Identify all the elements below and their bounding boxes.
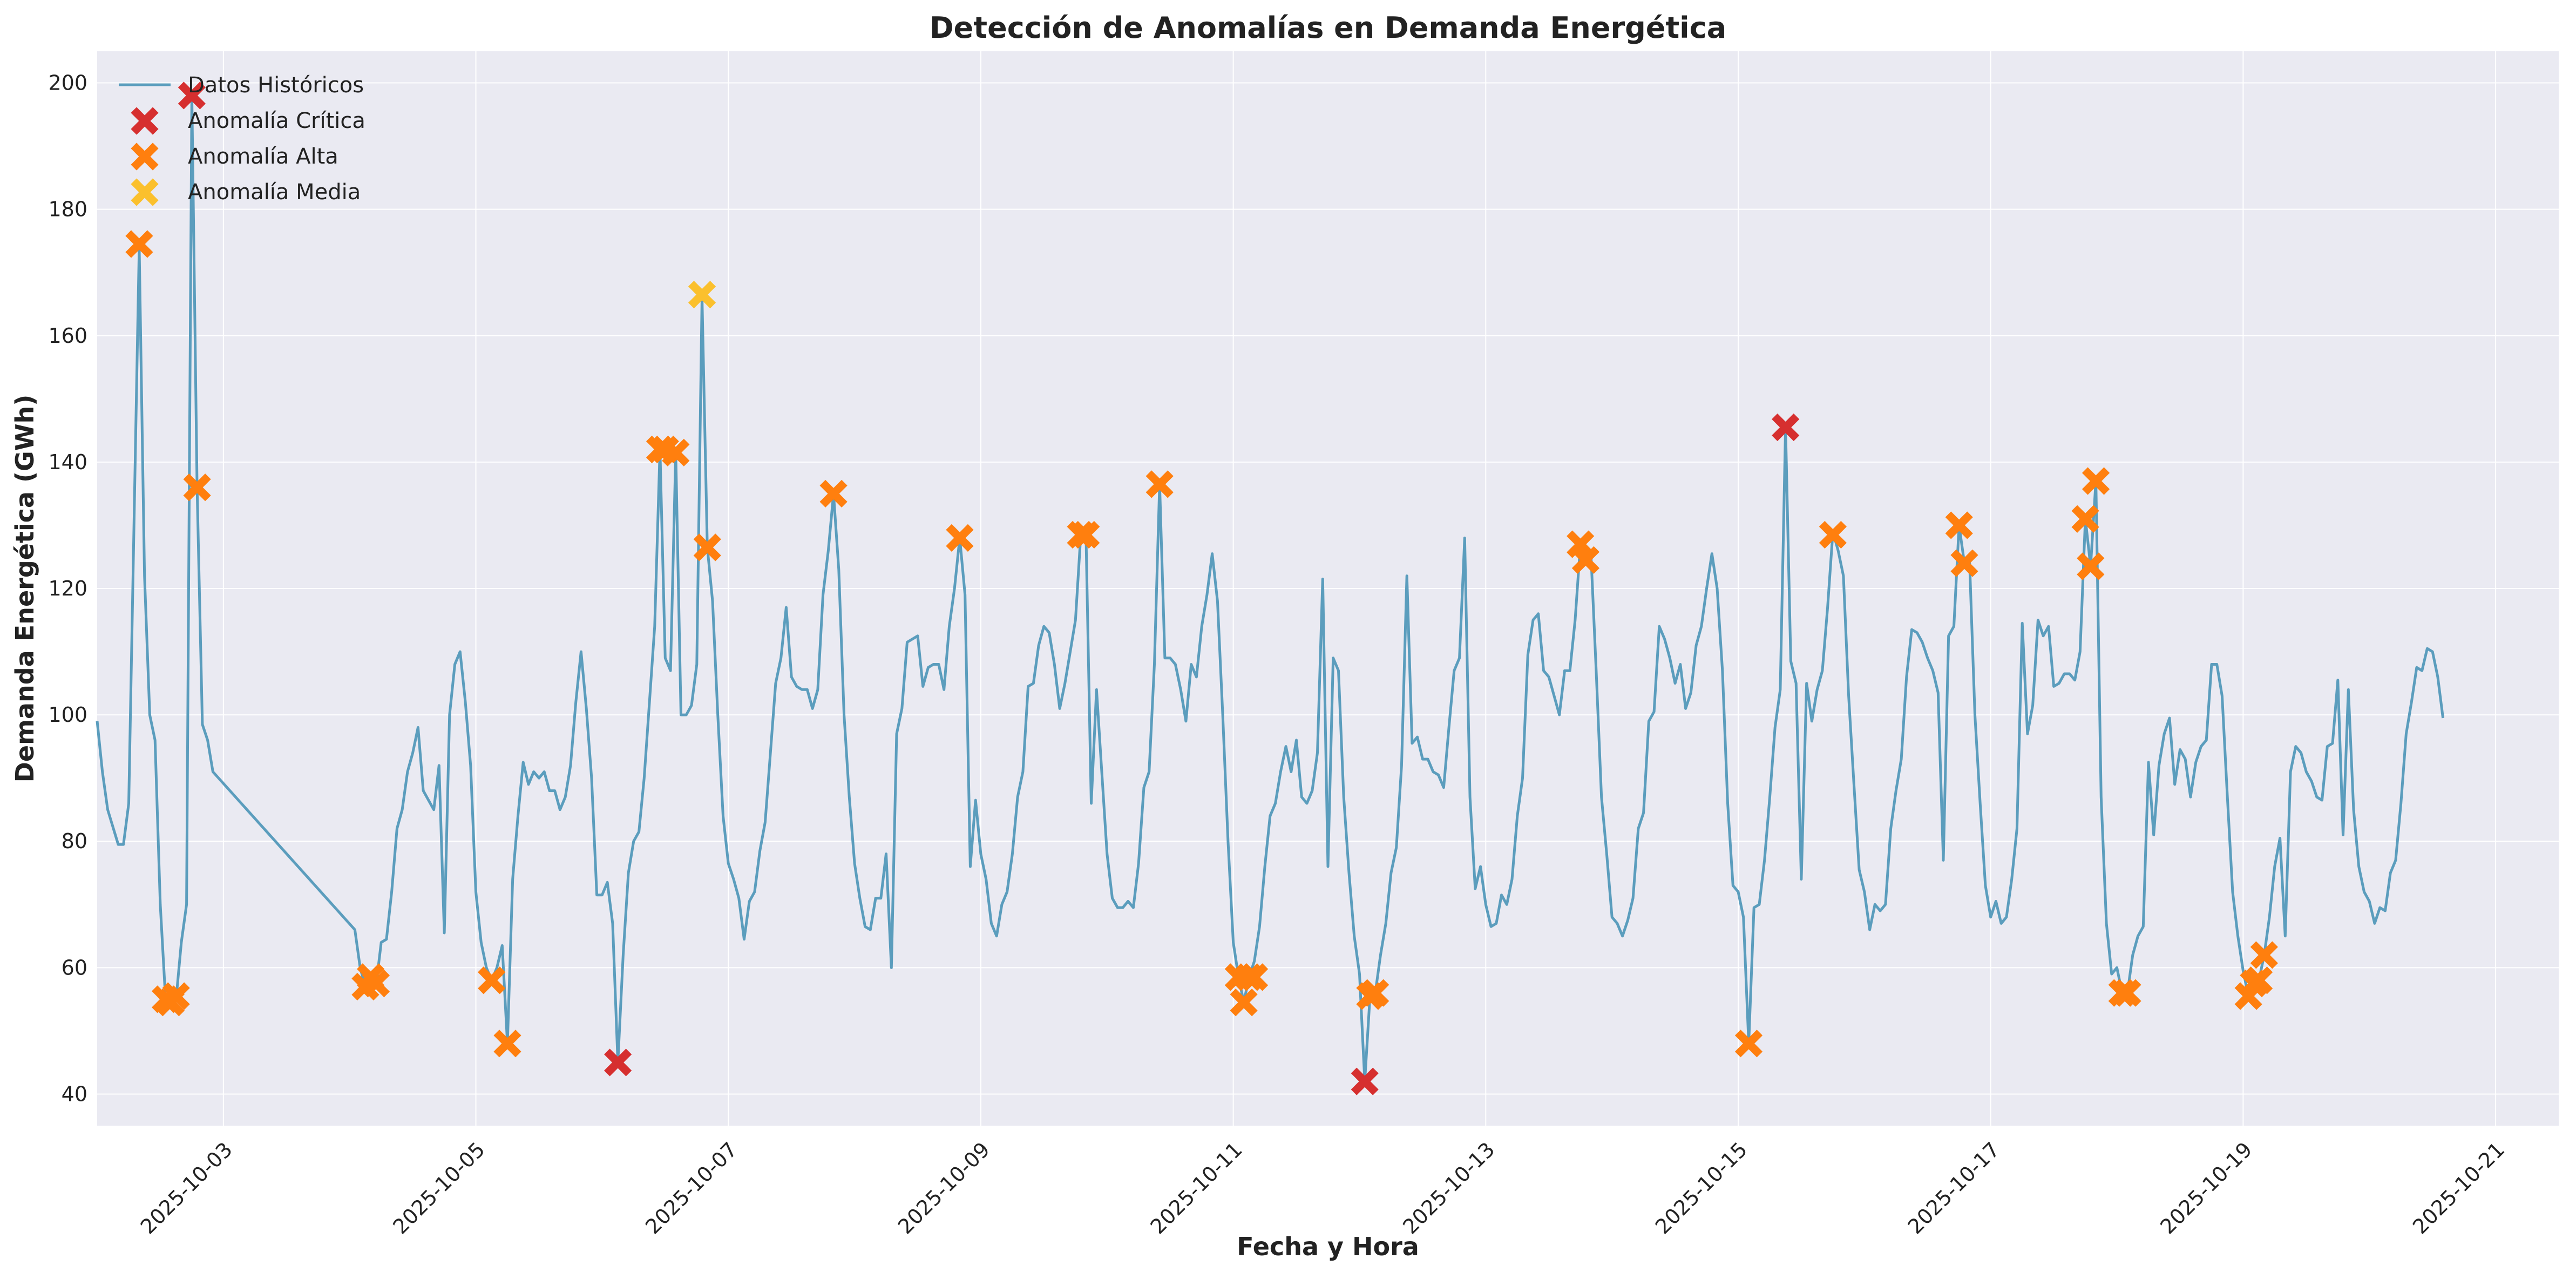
anomaly-marker-alta <box>493 1030 521 1058</box>
x-tick-label: 2025-10-03 <box>136 1138 237 1239</box>
anomaly-marker-alta <box>125 230 153 258</box>
anomaly-marker-critica <box>1351 1067 1379 1095</box>
legend-item-alta: Anomalía Alta <box>131 143 338 171</box>
legend-swatch-media <box>131 178 159 206</box>
anomaly-marker-alta <box>946 524 974 552</box>
anomaly-marker-alta <box>819 479 848 508</box>
legend-swatch-critica <box>131 107 159 135</box>
anomaly-marker-alta <box>1230 989 1258 1017</box>
x-tick-label: 2025-10-09 <box>893 1138 994 1239</box>
anomaly-marker-alta <box>1571 546 1600 574</box>
legend-label-historicos: Datos Históricos <box>188 73 364 98</box>
anomaly-marker-alta <box>1072 520 1100 549</box>
anomaly-marker-alta <box>693 533 721 561</box>
anomaly-marker-alta <box>162 982 190 1010</box>
legend-marker-media <box>131 178 159 206</box>
y-tick-label: 120 <box>48 577 87 600</box>
y-tick-label: 60 <box>62 956 87 979</box>
x-axis-ticks: 2025-10-03 2025-10-05 2025-10-07 2025-10-09… <box>136 1138 2510 1239</box>
x-tick-label: 2025-10-05 <box>388 1138 489 1239</box>
anomaly-marker-alta <box>183 473 211 502</box>
y-axis-ticks: 40 60 80 100 120 140 160 180 200 <box>48 71 87 1106</box>
y-tick-label: 100 <box>48 703 87 727</box>
legend-marker-alta <box>131 143 159 171</box>
y-tick-label: 80 <box>62 829 87 853</box>
legend-swatch-alta <box>131 143 159 171</box>
x-tick-label: 2025-10-19 <box>2155 1138 2256 1239</box>
anomaly-marker-alta <box>2250 941 2278 969</box>
x-tick-label: 2025-10-15 <box>1651 1138 1752 1239</box>
anomaly-marker-alta <box>1145 470 1174 498</box>
anomaly-marker-alta <box>1945 511 1973 539</box>
legend: Datos Históricos Anomalía Crítica Anomal… <box>119 73 365 206</box>
legend-item-critica: Anomalía Crítica <box>131 107 365 135</box>
legend-label-critica: Anomalía Crítica <box>188 109 365 133</box>
y-tick-label: 180 <box>48 198 87 221</box>
series-layer <box>96 94 2445 1083</box>
x-axis-label: Fecha y Hora <box>1237 1232 1419 1261</box>
y-tick-label: 40 <box>62 1082 87 1106</box>
y-tick-label: 160 <box>48 324 87 348</box>
x-tick-label: 2025-10-21 <box>2408 1138 2509 1239</box>
legend-item-media: Anomalía Media <box>131 178 361 206</box>
anomaly-marker-critica <box>604 1048 632 1077</box>
legend-label-media: Anomalía Media <box>188 180 361 205</box>
legend-item-historicos: Datos Históricos <box>119 73 364 98</box>
anomaly-marker-alta <box>2113 979 2141 1007</box>
y-tick-label: 200 <box>48 71 87 95</box>
y-tick-label: 140 <box>48 450 87 474</box>
anomaly-markers <box>125 82 2278 1095</box>
anomaly-marker-alta <box>2077 552 2105 580</box>
series-line-historicos <box>96 94 2445 1083</box>
anomaly-marker-critica <box>178 82 206 110</box>
anomaly-marker-critica <box>1772 413 1800 442</box>
anomaly-marker-alta <box>1734 1030 1763 1058</box>
anomaly-marker-alta <box>2082 467 2110 495</box>
anomaly-marker-alta <box>362 970 390 998</box>
x-tick-label: 2025-10-17 <box>1903 1138 2004 1239</box>
anomaly-marker-alta <box>478 966 506 994</box>
anomaly-marker-alta <box>2071 505 2099 533</box>
anomaly-marker-alta <box>1240 963 1269 991</box>
anomaly-marker-alta <box>2245 966 2273 994</box>
anomaly-marker-alta <box>1361 979 1389 1007</box>
legend-marker-critica <box>131 107 159 135</box>
x-tick-label: 2025-10-11 <box>1146 1138 1247 1239</box>
chart-title: Detección de Anomalías en Demanda Energé… <box>930 11 1726 45</box>
x-tick-label: 2025-10-07 <box>641 1138 742 1239</box>
legend-label-alta: Anomalía Alta <box>188 144 338 169</box>
anomaly-marker-media <box>688 281 716 309</box>
x-tick-label: 2025-10-13 <box>1398 1138 1499 1239</box>
anomaly-marker-alta <box>662 438 690 466</box>
anomaly-marker-alta <box>1950 549 1978 577</box>
anomaly-marker-alta <box>1819 520 1847 549</box>
y-axis-label: Demanda Energética (GWh) <box>10 395 39 783</box>
